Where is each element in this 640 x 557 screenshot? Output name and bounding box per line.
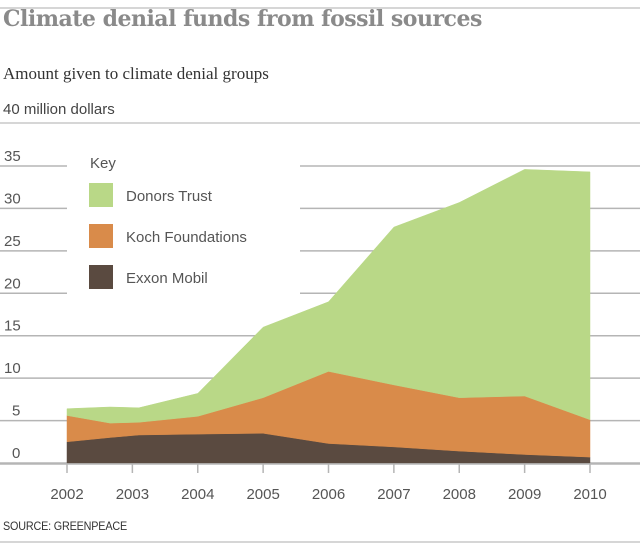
legend-title: Key: [90, 155, 116, 172]
y-tick-label: 10: [4, 360, 21, 377]
x-tick-label: 2002: [50, 486, 83, 503]
y-tick-label: 25: [4, 233, 21, 250]
x-tick-label: 2005: [246, 486, 279, 503]
x-tick-label: 2008: [443, 486, 476, 503]
x-axis: 2002 2003 2004 2005 2006 2007 2008 2009 2010: [0, 463, 640, 503]
y-tick-label: 35: [4, 148, 21, 165]
areas: [66, 169, 591, 464]
y-axis-unit-label: 40 million dollars: [3, 101, 115, 118]
legend-swatch: [89, 224, 113, 248]
top-rule: [0, 7, 640, 9]
area-donors-trust: [66, 169, 591, 424]
chart-subtitle: Amount given to climate denial groups: [3, 64, 269, 83]
x-tick-label: 2010: [573, 486, 606, 503]
x-tick-label: 2007: [377, 486, 410, 503]
y-tick-labels: 0 5 10 15 20 25 30 35: [4, 148, 21, 462]
y-tick-label: 15: [4, 318, 21, 335]
x-tick-label: 2006: [312, 486, 345, 503]
y-tick-label: 20: [4, 275, 21, 292]
legend-label: Exxon Mobil: [126, 270, 208, 287]
chart-title: Climate denial funds from fossil sources: [3, 6, 482, 32]
legend: Key Donors Trust Koch Foundations Exxon Mob…: [89, 155, 247, 289]
x-tick-label: 2004: [181, 486, 214, 503]
legend-swatch: [89, 265, 113, 289]
legend-label: Donors Trust: [126, 188, 213, 205]
y-tick-label: 30: [4, 190, 21, 207]
legend-label: Koch Foundations: [126, 229, 247, 246]
x-tick-label: 2009: [508, 486, 541, 503]
y-tick-label: 5: [12, 403, 20, 420]
header-rule: [0, 122, 640, 124]
x-tick-label: 2003: [116, 486, 149, 503]
legend-swatch: [89, 183, 113, 207]
source-note: SOURCE: GREENPEACE: [3, 519, 127, 533]
y-tick-label: 0: [12, 445, 20, 462]
bottom-rule: [0, 541, 640, 543]
